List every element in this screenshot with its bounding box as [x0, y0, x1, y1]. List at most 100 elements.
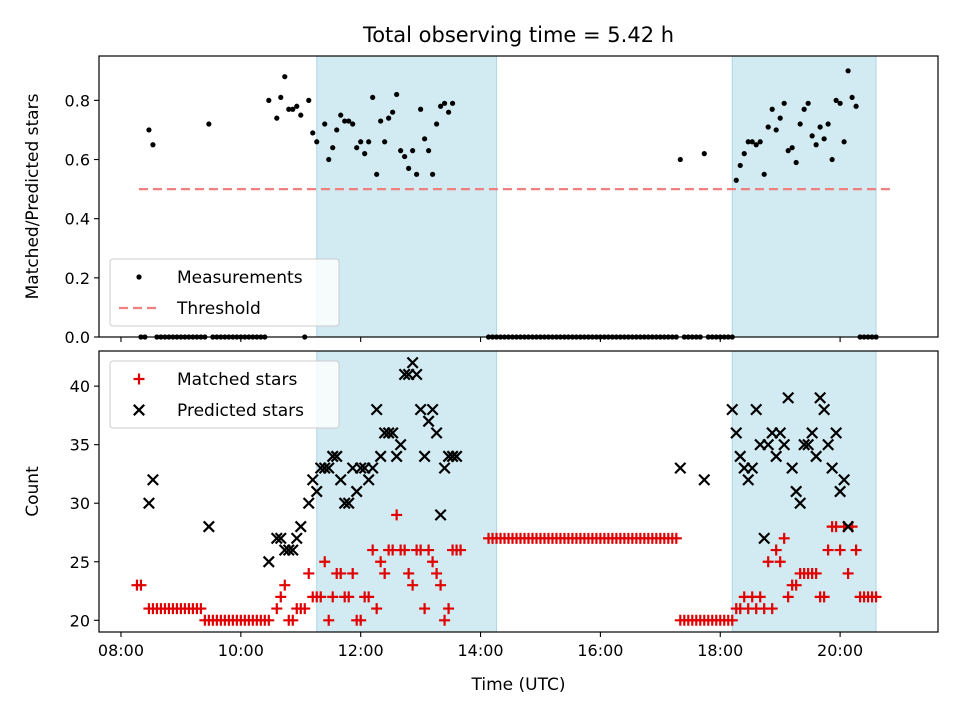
y-tick-label: 0.2: [65, 269, 90, 288]
y-tick-label: 35: [70, 436, 90, 455]
legend-label: Threshold: [176, 299, 261, 319]
legend-box: [109, 258, 340, 327]
data-point: [674, 462, 687, 475]
data-point: [826, 462, 839, 475]
data-point: [274, 532, 287, 545]
data-point: [853, 103, 859, 109]
data-point: [410, 148, 416, 154]
legend-marker: [133, 404, 145, 416]
data-point: [821, 136, 827, 142]
data-point: [279, 579, 291, 591]
data-point: [327, 591, 339, 603]
data-point: [366, 139, 372, 145]
x-tick-label: 20:00: [817, 641, 863, 660]
data-point: [287, 614, 299, 626]
y-tick-label: 0.4: [65, 210, 90, 229]
data-point: [801, 106, 807, 112]
data-point: [793, 159, 799, 166]
data-point: [274, 115, 280, 121]
data-point: [399, 544, 411, 556]
data-point: [797, 121, 803, 127]
y-tick-label: 0.8: [65, 91, 90, 110]
data-point: [326, 450, 339, 463]
data-point: [810, 450, 823, 463]
data-point: [769, 106, 775, 112]
y-tick-label: 0.6: [65, 151, 90, 170]
data-point: [753, 142, 759, 148]
data-point: [314, 139, 320, 145]
data-point: [814, 391, 827, 404]
data-point: [805, 100, 811, 106]
data-point: [677, 156, 683, 163]
x-tick-label: 10:00: [218, 641, 264, 660]
data-point: [414, 403, 427, 416]
data-point: [290, 106, 296, 112]
data-point: [430, 426, 443, 439]
data-point: [422, 136, 428, 142]
data-point: [347, 567, 359, 579]
data-point: [390, 109, 396, 115]
data-point: [786, 462, 799, 475]
data-point: [825, 121, 831, 127]
data-point: [445, 109, 452, 115]
data-point: [834, 544, 846, 556]
data-point: [782, 391, 795, 404]
data-point: [370, 403, 383, 416]
data-point: [398, 368, 411, 381]
data-point: [777, 115, 783, 121]
data-point: [842, 520, 855, 533]
data-point: [850, 544, 862, 556]
data-point: [303, 567, 315, 579]
data-point: [394, 91, 400, 98]
data-point: [343, 591, 355, 603]
data-point: [322, 462, 335, 475]
data-point: [146, 473, 159, 486]
data-point: [374, 450, 387, 463]
data-point: [150, 142, 156, 148]
data-point: [435, 579, 447, 591]
y-tick-label: 30: [70, 494, 90, 513]
data-point: [806, 426, 819, 439]
data-point: [818, 403, 831, 416]
data-point: [275, 591, 287, 603]
data-point: [322, 121, 328, 127]
data-point: [794, 497, 807, 510]
data-point: [398, 148, 404, 154]
ratio-observing-window-0: [316, 55, 498, 338]
data-point: [426, 148, 432, 154]
data-point: [330, 145, 336, 151]
data-point: [278, 94, 284, 101]
data-point: [342, 497, 355, 510]
data-point: [813, 142, 819, 148]
data-point: [726, 403, 739, 416]
data-point: [195, 603, 207, 615]
data-point: [845, 68, 851, 74]
data-point: [746, 462, 759, 475]
data-point: [427, 556, 439, 568]
data-point: [423, 544, 435, 556]
data-point: [367, 544, 379, 556]
data-point: [749, 139, 755, 145]
x-tick-label: 14:00: [457, 641, 503, 660]
data-point: [829, 156, 835, 163]
legend-marker: [133, 373, 145, 385]
data-point: [419, 603, 431, 615]
data-point: [319, 556, 331, 568]
data-point: [770, 544, 782, 556]
y-tick-label: 0.0: [65, 328, 90, 347]
data-point: [323, 614, 335, 626]
data-point: [282, 544, 295, 557]
data-point: [338, 497, 351, 510]
count-legend: Matched stars Predicted stars: [109, 360, 340, 429]
data-point: [146, 127, 152, 133]
data-point: [830, 426, 843, 439]
data-point: [822, 544, 834, 556]
data-point: [271, 603, 283, 615]
data-point: [773, 127, 779, 133]
ratio-panel: 0.0 0.2 0.4 0.6 0.8 Matched/Predicted stars Me…: [23, 55, 939, 347]
data-point: [302, 497, 315, 510]
chart-title: Total observing time = 5.42 h: [362, 23, 674, 47]
count-panel: 20 25 30 35 40 08:00 10:00 12:00 14:00 16:00 18:00…: [23, 350, 939, 660]
data-point: [837, 100, 843, 106]
ratio-observing-window-1: [731, 55, 877, 338]
